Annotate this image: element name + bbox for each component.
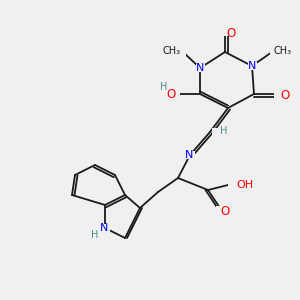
- Text: CH₃: CH₃: [274, 46, 292, 56]
- FancyBboxPatch shape: [196, 64, 205, 72]
- Text: N: N: [196, 63, 204, 73]
- Text: H: H: [220, 126, 227, 136]
- Text: O: O: [280, 89, 290, 102]
- FancyBboxPatch shape: [215, 206, 224, 214]
- FancyBboxPatch shape: [227, 181, 236, 189]
- FancyBboxPatch shape: [170, 90, 179, 98]
- Text: N: N: [100, 223, 108, 233]
- FancyBboxPatch shape: [185, 151, 194, 159]
- Text: CH₃: CH₃: [163, 46, 181, 56]
- Text: N: N: [185, 150, 193, 160]
- Text: O: O: [220, 205, 230, 218]
- FancyBboxPatch shape: [220, 28, 230, 36]
- Text: H: H: [160, 82, 168, 92]
- Text: H: H: [91, 230, 99, 240]
- FancyBboxPatch shape: [274, 90, 283, 98]
- FancyBboxPatch shape: [248, 62, 256, 70]
- Text: O: O: [226, 27, 236, 40]
- FancyBboxPatch shape: [176, 48, 185, 56]
- FancyBboxPatch shape: [212, 128, 220, 136]
- FancyBboxPatch shape: [100, 224, 109, 232]
- FancyBboxPatch shape: [269, 48, 278, 56]
- Text: N: N: [248, 61, 256, 71]
- Text: OH: OH: [236, 180, 253, 190]
- Text: O: O: [167, 88, 176, 101]
